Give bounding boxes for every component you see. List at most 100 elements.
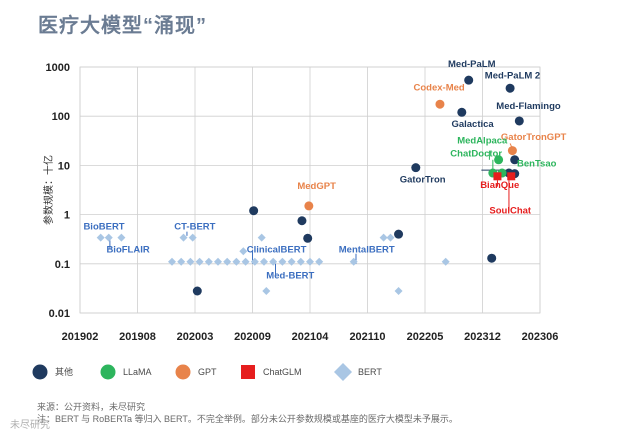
y-tick-label: 10 <box>58 160 70 172</box>
y-axis-ticks: 1000 100 10 1 0.1 0.01 <box>46 62 70 320</box>
point-BERT <box>96 233 105 242</box>
point-BERT <box>179 233 188 242</box>
point-BERT <box>250 257 259 266</box>
point-BERT <box>257 233 266 242</box>
legend-swatch-其他 <box>32 364 48 380</box>
data-label: ClinicalBERT <box>247 244 307 255</box>
point-其他 <box>303 233 313 243</box>
legend-label: LLaMA <box>123 367 152 377</box>
point-其他 <box>457 107 467 117</box>
legend-label: ChatGLM <box>263 367 302 377</box>
data-label: ChatDoctor <box>450 149 502 160</box>
x-tick-label: 201908 <box>119 331 156 343</box>
data-label: MentalBERT <box>339 244 395 255</box>
data-label: BenTsao <box>517 158 557 169</box>
y-tick-label: 1000 <box>46 62 70 74</box>
point-其他 <box>249 206 259 216</box>
point-BERT <box>349 257 358 266</box>
data-label: BioBERT <box>83 221 124 232</box>
point-BERT <box>223 257 232 266</box>
data-label: BianQue <box>480 180 519 191</box>
point-BERT <box>394 286 403 295</box>
point-BERT <box>186 257 195 266</box>
point-BERT <box>214 257 222 266</box>
data-label: Codex-Med <box>414 83 465 94</box>
x-tick-label: 202205 <box>407 331 444 343</box>
x-tick-label: 202110 <box>349 331 385 343</box>
legend-swatch-GPT <box>175 364 191 380</box>
point-GPT <box>507 146 517 156</box>
point-BERT <box>232 257 241 266</box>
point-BERT <box>306 257 314 266</box>
x-tick-label: 202009 <box>234 331 271 343</box>
point-BERT <box>315 257 324 266</box>
chart-grid <box>79 66 541 314</box>
point-BERT <box>168 257 176 266</box>
y-tick-label: 0.1 <box>55 259 70 271</box>
legend-swatch-ChatGLM <box>241 365 255 379</box>
plot-border <box>79 66 541 314</box>
data-labels: BioBERT BioFLAIR CT-BERT ClinicalBERT Med-BE… <box>83 59 566 282</box>
data-label: MedAlpaca <box>457 135 508 146</box>
point-BERT <box>241 257 250 266</box>
point-GPT <box>304 201 314 211</box>
data-label: GatorTron <box>400 174 446 185</box>
legend-swatch-LLaMA <box>100 364 116 380</box>
point-其他 <box>505 83 515 93</box>
point-其他 <box>394 229 404 239</box>
point-其他 <box>464 75 474 85</box>
point-BERT <box>260 257 268 266</box>
point-BERT <box>278 257 287 266</box>
source-line-1: 来源：公开资料，未尽研究 <box>37 402 146 412</box>
point-BERT <box>104 233 113 242</box>
legend-label: BERT <box>358 367 382 377</box>
y-axis-label: 参数规模：十亿 <box>42 155 55 225</box>
legend-label: GPT <box>198 367 217 377</box>
data-label: Med-BERT <box>266 271 314 282</box>
point-ChatGLM <box>493 172 502 181</box>
data-label: CT-BERT <box>174 221 215 232</box>
point-LLaMA <box>494 155 504 165</box>
y-tick-label: 1 <box>64 210 70 222</box>
source-line-2: 注：BERT 与 RoBERTa 等归入 BERT。不完全举例。部分未公开参数规… <box>37 414 458 424</box>
point-GPT <box>435 99 445 109</box>
x-tick-label: 202306 <box>522 331 559 343</box>
point-BERT <box>296 257 305 266</box>
data-label: Med-Flamingo <box>496 101 561 112</box>
data-label: Med-PaLM 2 <box>485 71 540 82</box>
point-BERT <box>379 233 388 242</box>
x-axis-ticks: 201902 201908 202003 202009 202104 202110 2022… <box>62 331 559 343</box>
x-tick-label: 202312 <box>464 331 501 343</box>
y-tick-label: 0.01 <box>49 308 70 320</box>
data-label: Galactica <box>451 119 494 130</box>
point-其他 <box>510 155 520 165</box>
x-tick-label: 202003 <box>177 331 214 343</box>
point-BERT <box>269 257 278 266</box>
watermark: 未尽研究 <box>10 420 50 431</box>
point-BERT <box>195 257 204 266</box>
point-其他 <box>297 216 307 226</box>
source-note: 来源：公开资料，未尽研究 注：BERT 与 RoBERTa 等归入 BERT。不… <box>37 401 458 425</box>
point-BERT <box>177 257 186 266</box>
data-label: BioFLAIR <box>106 244 149 255</box>
point-BERT <box>204 257 213 266</box>
data-points <box>96 75 524 296</box>
legend-swatch-BERT <box>334 363 352 381</box>
legend: 其他 LLaMA GPT ChatGLM BERT <box>32 363 382 381</box>
y-tick-label: 100 <box>52 111 70 123</box>
point-BERT <box>239 247 248 256</box>
point-BERT <box>188 233 197 242</box>
point-ChatGLM <box>507 172 516 181</box>
point-其他 <box>192 286 202 296</box>
x-tick-label: 201902 <box>62 331 99 343</box>
point-BERT <box>386 233 395 242</box>
point-BERT <box>441 257 450 266</box>
point-BERT <box>117 233 126 242</box>
data-label: MedGPT <box>297 181 336 192</box>
page-title: 医疗大模型“涌现” <box>38 15 207 37</box>
point-其他 <box>411 163 421 173</box>
data-label: SoulChat <box>489 206 532 217</box>
x-tick-label: 202104 <box>292 331 330 343</box>
legend-label: 其他 <box>55 366 73 377</box>
